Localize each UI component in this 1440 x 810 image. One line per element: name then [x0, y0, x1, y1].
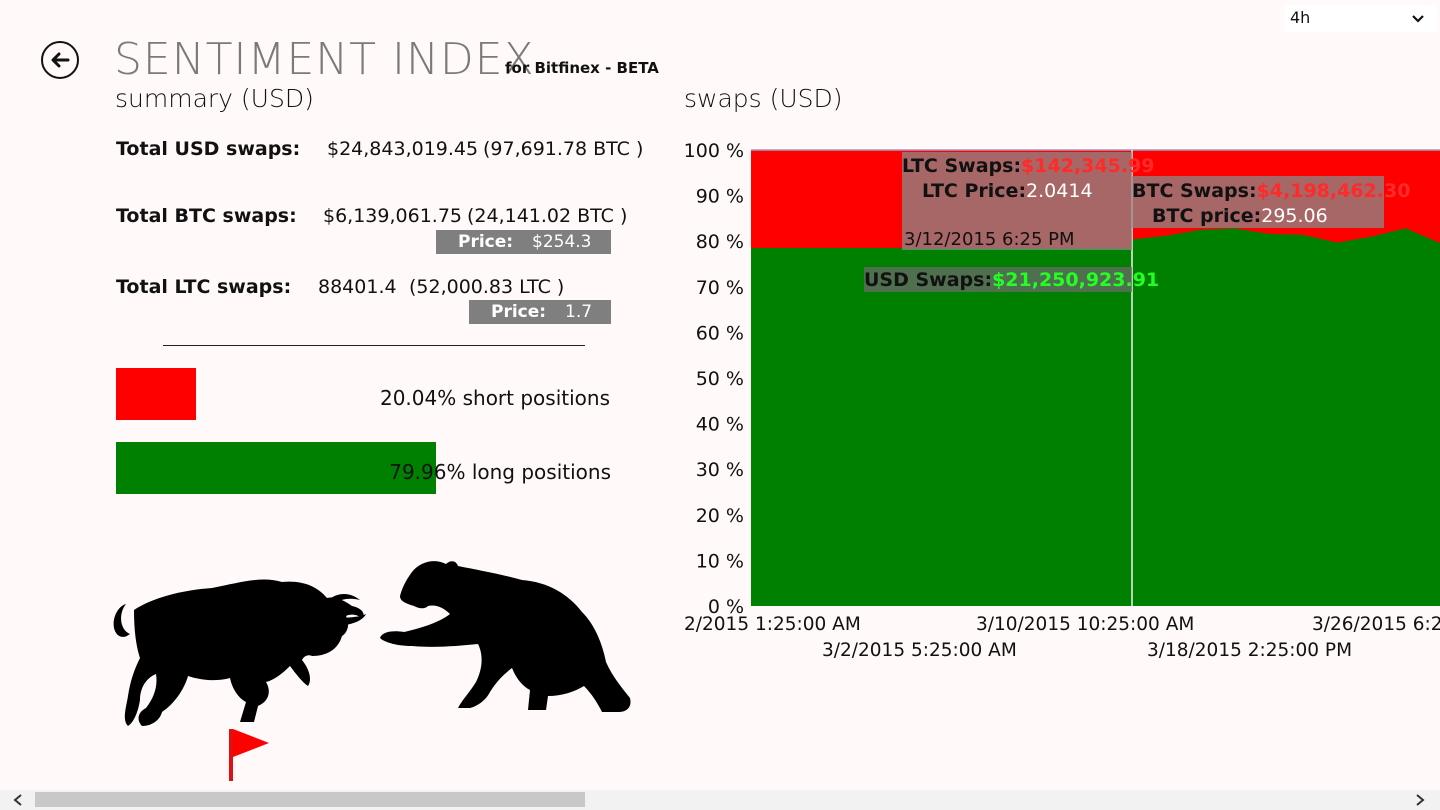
ltc-price-box: Price: 1.7	[469, 300, 611, 324]
x-tick-label: 3/10/2015 10:25:00 AM	[976, 614, 1194, 635]
btc-price-value: $254.3	[532, 232, 592, 252]
ltc-swaps-value: 88401.4	[318, 276, 397, 298]
tooltip-ltc-swaps-value: $142,345.99	[1021, 155, 1154, 177]
y-tick-label: 20 %	[696, 505, 744, 527]
x-tick-label: 3/18/2015 2:25:00 PM	[1147, 640, 1352, 661]
x-tick-label: 3/26/2015 6:2	[1312, 614, 1440, 635]
swaps-chart: 100 % 90 % 80 % 70 % 60 % 50 % 40 % 30 % 20 % 10 …	[684, 130, 1440, 670]
y-tick-label: 40 %	[696, 414, 744, 436]
y-tick-label: 80 %	[696, 231, 744, 253]
usd-swaps-label: Total USD swaps:	[116, 138, 301, 160]
back-arrow-icon	[51, 52, 70, 68]
swaps-title: swaps (USD)	[684, 84, 843, 113]
tooltip-ltc-price-label: LTC Price:	[922, 180, 1026, 202]
series-area-usd-swaps	[751, 228, 1440, 606]
back-button[interactable]	[41, 41, 79, 79]
summary-title: summary (USD)	[115, 84, 314, 113]
tooltip-btc-swaps: BTC Swaps:$4,198,462.30	[1132, 180, 1410, 202]
tooltip-btc-price: BTC price:295.06	[1152, 205, 1328, 227]
short-positions-text: 20.04% short positions	[379, 386, 610, 410]
long-positions-text: 79.96% long positions	[389, 460, 611, 484]
interval-value: 4h	[1290, 8, 1311, 27]
tooltip-usd-box	[864, 267, 1132, 292]
long-positions-bar	[116, 442, 436, 494]
bull-icon	[113, 579, 366, 726]
btc-swaps-btc: (24,141.02 BTC )	[467, 205, 628, 227]
tooltip-ltc-swaps-label: LTC Swaps:	[902, 155, 1021, 177]
tooltip-btc-price-value: 295.06	[1261, 205, 1327, 227]
tooltip-btc-price-label: BTC price:	[1152, 205, 1261, 227]
scroll-right-icon[interactable]	[1410, 792, 1430, 808]
tooltip-ltc-swaps: LTC Swaps:$142,345.99	[902, 155, 1154, 177]
ltc-swaps-ltc: (52,000.83 LTC )	[409, 276, 565, 298]
tooltip-ltc-box	[902, 152, 1132, 250]
interval-select[interactable]: 4h	[1285, 5, 1437, 32]
flag-icon	[229, 729, 269, 781]
summary-divider	[163, 345, 585, 346]
tooltip-ltc-price: LTC Price:2.0414	[922, 180, 1093, 202]
btc-swaps-label: Total BTC swaps:	[116, 205, 297, 227]
tooltip-btc-box	[1132, 176, 1384, 228]
y-tick-label: 100 %	[684, 140, 744, 162]
ltc-price-value: 1.7	[565, 302, 593, 322]
usd-swaps-btc: (97,691.78 BTC )	[483, 138, 644, 160]
x-tick-label: 2/2015 1:25:00 AM	[684, 614, 861, 635]
y-tick-label: 0 %	[708, 596, 744, 618]
bear-icon	[380, 561, 631, 712]
app-title: SENTIMENT INDEX	[114, 34, 535, 85]
tooltip-usd-swaps-label: USD Swaps:	[864, 269, 992, 291]
y-tick-label: 30 %	[696, 459, 744, 481]
btc-price-label: Price:	[458, 232, 514, 252]
scrollbar-thumb[interactable]	[35, 792, 585, 807]
swaps-chart-svg: 100 % 90 % 80 % 70 % 60 % 50 % 40 % 30 % 20 % 10 …	[684, 140, 1440, 661]
x-tick-label: 3/2/2015 5:25:00 AM	[822, 640, 1017, 661]
tooltip-usd-swaps-value: $21,250,923.91	[992, 269, 1159, 291]
tooltip-date: 3/12/2015 6:25 PM	[904, 229, 1075, 250]
ltc-swaps-label: Total LTC swaps:	[116, 276, 292, 298]
y-tick-label: 90 %	[696, 186, 744, 208]
usd-swaps-value: $24,843,019.45	[327, 138, 479, 160]
y-tick-label: 70 %	[696, 277, 744, 299]
tooltip-ltc-price-value: 2.0414	[1026, 180, 1092, 202]
short-positions-bar	[116, 368, 197, 420]
y-tick-label: 50 %	[696, 368, 744, 390]
chevron-down-icon	[1412, 15, 1424, 23]
y-tick-label: 10 %	[696, 550, 744, 572]
scroll-left-icon[interactable]	[8, 792, 28, 808]
tooltip-usd-swaps: USD Swaps:$21,250,923.91	[864, 269, 1159, 291]
y-tick-label: 60 %	[696, 322, 744, 344]
btc-swaps-value: $6,139,061.75	[323, 205, 463, 227]
ltc-price-label: Price:	[491, 302, 547, 322]
app-subtitle: for Bitfinex - BETA	[505, 59, 659, 77]
tooltip-btc-swaps-value: $4,198,462.30	[1257, 180, 1411, 202]
tooltip-btc-swaps-label: BTC Swaps:	[1132, 180, 1257, 202]
btc-price-box: Price: $254.3	[436, 230, 611, 254]
